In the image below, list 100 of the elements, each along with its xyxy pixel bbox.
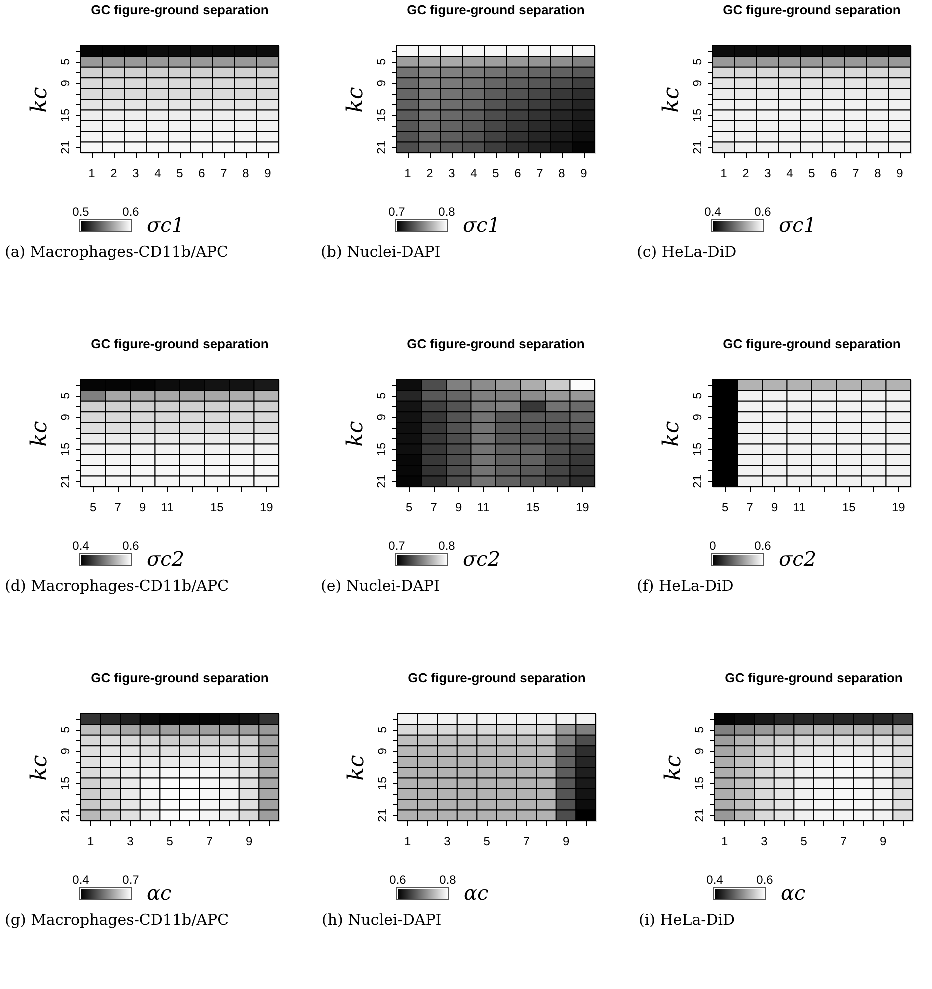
text: (a) Macrophages-CD11b/APC [5,243,228,261]
x-tick-label: 5 [492,166,500,180]
y-tick-label: 9 [374,80,388,87]
y-tick-label: 15 [692,776,706,790]
y-tick-label: 21 [374,474,388,488]
x-tick-label: 1 [88,834,95,848]
chart-title: GC figure-ground separation [723,2,901,18]
y-axis-title: kc [660,421,684,447]
y-axis-title: kc [344,87,368,113]
color-bar-label: 0.4 [72,873,90,887]
y-tick-label: 15 [690,108,704,122]
chart-title: GC figure-ground separation [91,336,269,352]
y-tick-label: 15 [58,108,72,122]
y-tick-label: 9 [690,80,704,87]
chart-title: GC figure-ground separation [91,2,269,18]
y-tick-label: 5 [374,392,388,400]
y-tick-label: 21 [690,140,704,154]
x-tick-label: 7 [852,166,860,180]
y-tick-label: 21 [58,474,72,488]
color-bar-label: 0.6 [754,205,772,219]
chart-title: GC figure-ground separation [407,336,585,352]
y-axis-title: kc [660,87,684,113]
x-tick-label: 6 [514,166,522,180]
x-tick-label: 4 [786,166,794,180]
chart-title: GC figure-ground separation [725,670,903,686]
text: (i) HeLa-DiD [639,911,736,929]
color-bar-label: 0 [710,539,717,553]
x-tick-label: 6 [198,166,206,180]
x-axis-title: σc2 [147,547,185,571]
text: (e) Nuclei-DAPI [321,577,440,595]
x-tick-label: 1 [722,834,729,848]
x-tick-label: 9 [580,166,588,180]
color-bar-label: 0.6 [122,205,140,219]
y-tick-label: 9 [58,748,72,755]
x-tick-label: 5 [406,500,414,514]
text: (h) Nuclei-DAPI [322,911,442,929]
y-tick-label: 5 [58,58,72,66]
x-tick-label: 19 [892,500,906,514]
chart-title: GC figure-ground separation [723,336,901,352]
x-tick-label: 15 [210,500,224,514]
y-tick-label: 5 [692,726,706,734]
color-bar-label: 0.6 [756,873,774,887]
x-tick-label: 9 [562,834,570,848]
y-tick-label: 9 [58,414,72,421]
x-tick-label: 4 [470,166,478,180]
y-tick-label: 21 [376,808,390,822]
y-tick-label: 5 [376,726,390,734]
x-tick-label: 5 [722,500,730,514]
x-tick-label: 5 [484,834,491,848]
y-tick-label: 9 [58,80,72,87]
x-axis-title: αc [781,881,806,905]
x-tick-label: 1 [720,166,728,180]
x-tick-label: 2 [426,166,434,180]
y-axis-title: kc [28,755,52,781]
x-tick-label: 9 [140,500,147,514]
x-axis-title: αc [464,881,489,905]
text: (b) Nuclei-DAPI [321,243,441,261]
x-tick-label: 9 [264,166,272,180]
x-tick-label: 7 [523,834,530,848]
y-tick-label: 15 [690,442,704,456]
x-tick-label: 11 [161,500,174,514]
x-tick-label: 15 [842,500,856,514]
y-tick-label: 15 [58,776,72,790]
x-tick-label: 5 [808,166,816,180]
y-axis-title: kc [662,755,686,781]
color-bar-label: 0.7 [388,205,406,219]
y-tick-label: 15 [58,442,72,456]
x-tick-label: 19 [260,500,274,514]
x-tick-label: 9 [896,166,904,180]
x-tick-label: 1 [404,166,412,180]
x-tick-label: 9 [880,834,887,848]
y-tick-label: 21 [692,808,706,822]
x-tick-label: 1 [404,834,412,848]
x-tick-label: 3 [132,166,140,180]
x-tick-label: 19 [576,500,590,514]
x-tick-label: 1 [88,166,96,180]
x-tick-label: 7 [536,166,544,180]
x-tick-label: 7 [114,500,122,514]
text: (g) Macrophages-CD11b/APC [5,911,230,929]
color-bar-label: 0.4 [704,205,722,219]
x-tick-label: 7 [206,834,214,848]
x-axis-title: σc1 [779,213,817,237]
y-axis-title: kc [28,87,52,113]
x-axis-title: σc2 [463,547,501,571]
color-bar-label: 0.5 [72,205,90,219]
y-tick-label: 5 [690,392,704,400]
color-bar-label: 0.6 [390,873,407,887]
x-tick-label: 3 [761,834,768,848]
color-bar-label: 0.4 [706,873,724,887]
x-tick-label: 8 [874,166,882,180]
x-tick-label: 3 [444,834,452,848]
x-axis-title: σc1 [463,213,501,237]
x-tick-label: 3 [448,166,456,180]
x-tick-label: 5 [176,166,184,180]
x-tick-label: 5 [166,834,174,848]
y-tick-label: 15 [376,776,390,790]
x-tick-label: 7 [746,500,754,514]
y-tick-label: 9 [376,748,390,755]
y-tick-label: 5 [690,58,704,66]
y-tick-label: 21 [58,140,72,154]
